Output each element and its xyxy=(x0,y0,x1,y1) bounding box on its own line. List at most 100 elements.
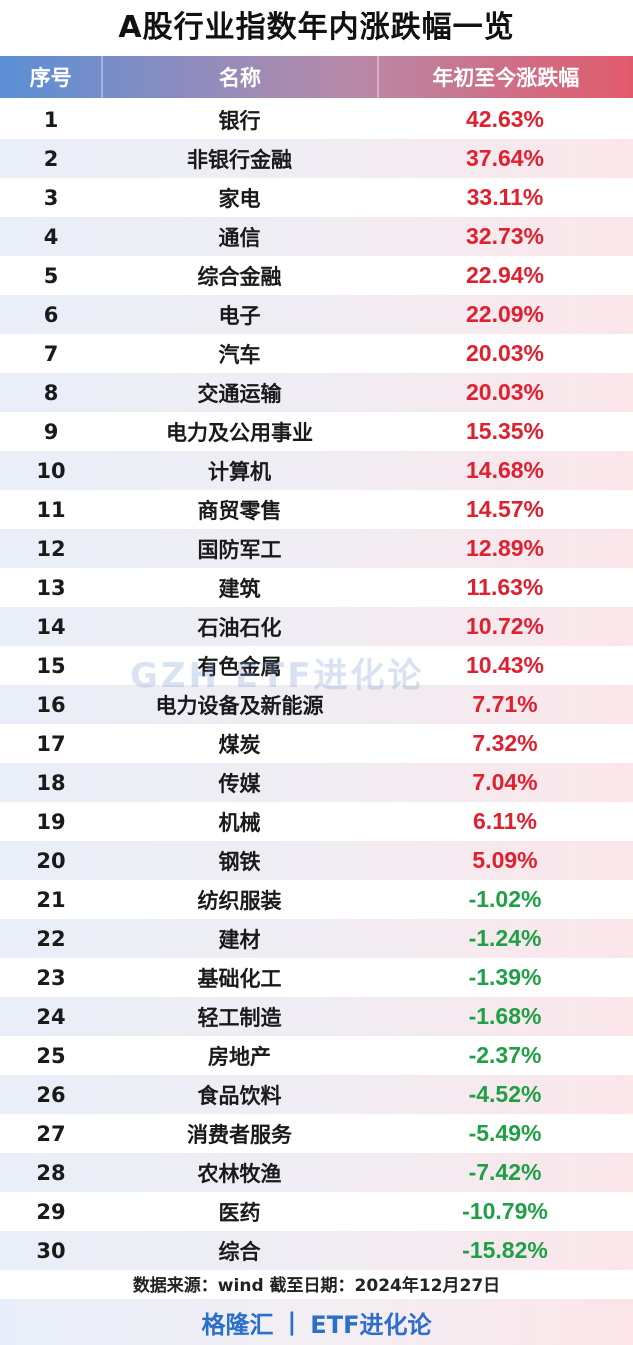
row-ytd-change: 33.11% xyxy=(466,184,544,210)
row-ytd-change: 22.09% xyxy=(465,301,544,327)
brand-name: 格隆汇 xyxy=(201,1310,274,1339)
table-row: 26 食品饮料 -4.52% xyxy=(0,1075,633,1114)
row-rank: 5 xyxy=(43,263,59,288)
row-industry-name: 非银行金融 xyxy=(187,147,292,172)
row-ytd-change: 32.73% xyxy=(465,223,544,249)
row-rank: 9 xyxy=(43,419,59,444)
table-row: 21 纺织服装 -1.02% xyxy=(0,880,633,919)
row-ytd-change: 20.03% xyxy=(465,379,544,405)
row-ytd-change: 12.89% xyxy=(465,535,544,561)
row-ytd-change: -4.52% xyxy=(468,1081,542,1107)
row-ytd-change: -1.68% xyxy=(468,1003,542,1029)
row-rank: 14 xyxy=(36,614,66,639)
row-industry-name: 农林牧渔 xyxy=(197,1161,282,1186)
row-industry-name: 煤炭 xyxy=(218,732,261,757)
row-rank: 23 xyxy=(36,965,66,990)
table-row: 3 家电 33.11% xyxy=(0,178,633,217)
table-row: 27 消费者服务 -5.49% xyxy=(0,1114,633,1153)
row-ytd-change: 14.68% xyxy=(465,457,544,483)
table-row: 5 综合金融 22.94% xyxy=(0,256,633,295)
row-rank: 15 xyxy=(36,653,66,678)
table-row: 6 电子 22.09% xyxy=(0,295,633,334)
table-row: 28 农林牧渔 -7.42% xyxy=(0,1153,633,1192)
row-ytd-change: -15.82% xyxy=(462,1237,548,1263)
row-industry-name: 综合金融 xyxy=(197,264,282,289)
table-header: 序号 名称 年初至今涨跌幅 xyxy=(0,56,633,98)
row-ytd-change: -10.79% xyxy=(462,1198,548,1224)
table-row: 24 轻工制造 -1.68% xyxy=(0,997,633,1036)
row-ytd-change: 5.09% xyxy=(472,847,538,873)
row-rank: 2 xyxy=(43,146,59,171)
row-industry-name: 轻工制造 xyxy=(197,1005,282,1030)
row-industry-name: 石油石化 xyxy=(197,615,282,640)
table-row: 7 汽车 20.03% xyxy=(0,334,633,373)
row-rank: 18 xyxy=(36,770,66,795)
row-rank: 12 xyxy=(36,536,66,561)
row-ytd-change: -5.49% xyxy=(468,1120,542,1146)
page-title: A股行业指数年内涨跌幅一览 xyxy=(118,10,515,45)
row-rank: 7 xyxy=(43,341,59,366)
row-industry-name: 机械 xyxy=(218,810,261,835)
row-industry-name: 食品饮料 xyxy=(197,1083,282,1108)
table-row: 18 传媒 7.04% xyxy=(0,763,633,802)
header-rank: 序号 xyxy=(0,56,104,98)
row-ytd-change: -2.37% xyxy=(468,1042,542,1068)
row-ytd-change: -1.02% xyxy=(468,886,542,912)
row-industry-name: 电力设备及新能源 xyxy=(155,693,324,718)
row-ytd-change: 10.72% xyxy=(465,613,544,639)
row-rank: 3 xyxy=(43,185,59,210)
row-rank: 22 xyxy=(36,926,66,951)
row-industry-name: 综合 xyxy=(218,1239,261,1264)
table-row: 1 银行 42.63% xyxy=(0,100,633,139)
row-rank: 13 xyxy=(36,575,66,600)
footer-brand: 格隆汇 | ETF进化论 xyxy=(0,1299,633,1345)
row-industry-name: 建筑 xyxy=(218,576,261,601)
table-row: 11 商贸零售 14.57% xyxy=(0,490,633,529)
row-ytd-change: 15.35% xyxy=(465,418,544,444)
row-ytd-change: -1.39% xyxy=(468,964,542,990)
row-industry-name: 消费者服务 xyxy=(187,1122,292,1147)
row-ytd-change: 6.11% xyxy=(473,808,537,834)
brand-account: ETF进化论 xyxy=(310,1310,432,1339)
row-industry-name: 电力及公用事业 xyxy=(166,420,313,445)
table-row: 10 计算机 14.68% xyxy=(0,451,633,490)
row-rank: 27 xyxy=(36,1121,66,1146)
row-rank: 26 xyxy=(36,1082,66,1107)
table-row: 9 电力及公用事业 15.35% xyxy=(0,412,633,451)
table-row: 12 国防军工 12.89% xyxy=(0,529,633,568)
row-industry-name: 房地产 xyxy=(208,1044,271,1069)
header-change: 年初至今涨跌幅 xyxy=(432,66,580,90)
row-industry-name: 汽车 xyxy=(218,342,261,367)
row-industry-name: 计算机 xyxy=(208,459,271,484)
row-industry-name: 基础化工 xyxy=(197,966,282,991)
row-ytd-change: -1.24% xyxy=(468,925,542,951)
table-row: 19 机械 6.11% xyxy=(0,802,633,841)
row-rank: 6 xyxy=(43,302,59,327)
row-rank: 8 xyxy=(43,380,59,405)
row-industry-name: 商贸零售 xyxy=(197,498,282,523)
row-industry-name: 家电 xyxy=(218,186,261,211)
table-row: 4 通信 32.73% xyxy=(0,217,633,256)
row-rank: 4 xyxy=(43,224,59,249)
table-row: 25 房地产 -2.37% xyxy=(0,1036,633,1075)
table-row: 2 非银行金融 37.64% xyxy=(0,139,633,178)
table-row: 20 钢铁 5.09% xyxy=(0,841,633,880)
row-rank: 25 xyxy=(36,1043,66,1068)
row-industry-name: 电子 xyxy=(218,303,261,328)
table-row: 17 煤炭 7.32% xyxy=(0,724,633,763)
brand-separator: | xyxy=(287,1308,297,1336)
row-rank: 28 xyxy=(36,1160,66,1185)
row-rank: 24 xyxy=(36,1004,66,1029)
table-row: 16 电力设备及新能源 7.71% xyxy=(0,685,633,724)
row-ytd-change: 10.43% xyxy=(465,652,544,678)
row-rank: 30 xyxy=(36,1238,66,1263)
row-rank: 19 xyxy=(36,809,66,834)
row-industry-name: 通信 xyxy=(218,225,261,250)
row-rank: 17 xyxy=(36,731,66,756)
row-ytd-change: -7.42% xyxy=(468,1159,542,1185)
row-industry-name: 建材 xyxy=(218,927,261,952)
row-industry-name: 医药 xyxy=(218,1200,261,1225)
row-rank: 16 xyxy=(36,692,66,717)
row-ytd-change: 7.71% xyxy=(472,691,538,717)
row-ytd-change: 7.04% xyxy=(472,769,538,795)
